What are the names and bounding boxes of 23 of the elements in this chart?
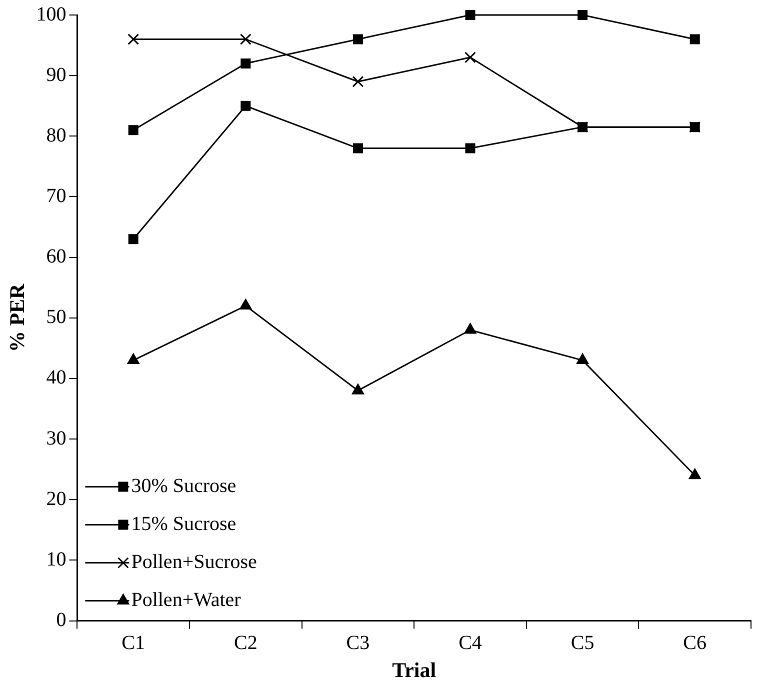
legend-label: Pollen+Sucrose	[131, 551, 258, 574]
y-tick-label: 0	[56, 609, 66, 632]
x-tick-label: C5	[570, 632, 594, 654]
x-axis-title: Trial	[392, 658, 436, 682]
x-tick-label: C1	[122, 632, 146, 654]
y-tick-label: 20	[46, 488, 66, 510]
legend-label: 30% Sucrose	[131, 475, 236, 498]
y-tick-label: 40	[46, 366, 66, 389]
y-tick-label: 70	[46, 184, 66, 207]
legend-label: 15% Sucrose	[131, 513, 236, 536]
x-tick-label: C2	[234, 632, 258, 654]
y-tick-label: 10	[46, 548, 66, 570]
legend-label: Pollen+Water	[131, 589, 242, 612]
x-tick-label: C4	[458, 632, 482, 654]
y-tick-label: 100	[36, 3, 66, 26]
y-tick-label: 50	[46, 306, 66, 328]
y-axis-title: % PER	[5, 282, 30, 352]
x-tick-label: C6	[683, 632, 707, 654]
y-tick-label: 60	[46, 246, 66, 268]
y-tick-label: 80	[46, 124, 66, 146]
x-tick-label: C3	[346, 632, 370, 654]
y-tick-label: 30	[46, 427, 66, 450]
y-tick-label: 90	[46, 64, 66, 86]
